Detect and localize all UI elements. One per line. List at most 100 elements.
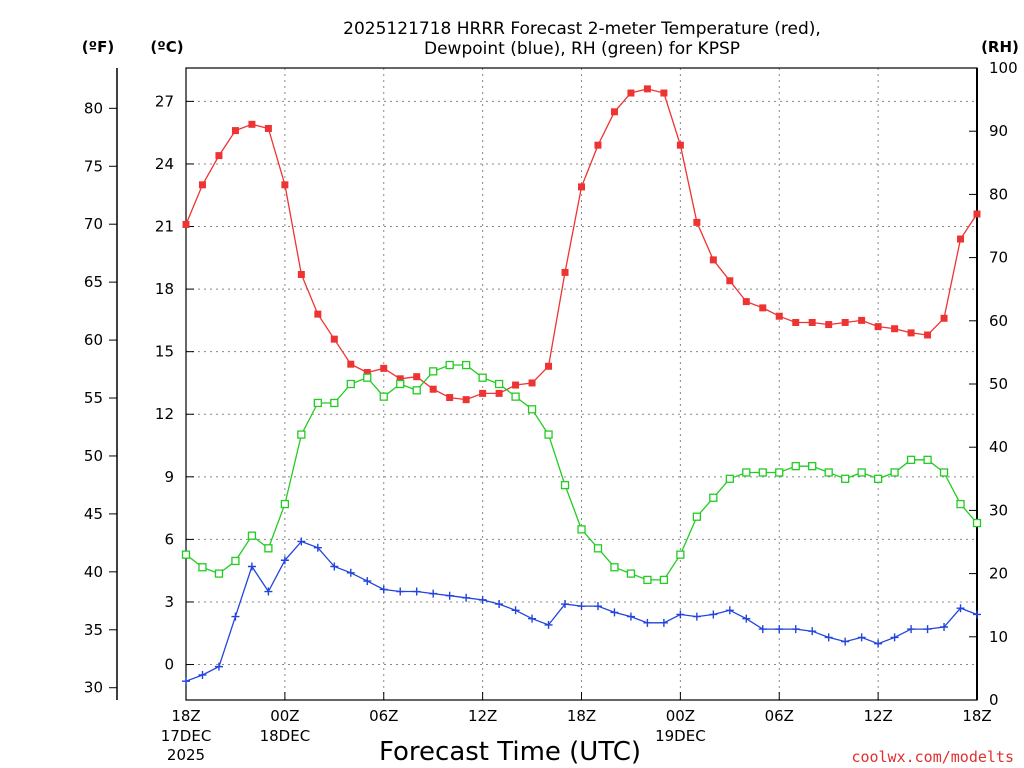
celsius-tick-label: 9 [164,468,174,486]
dewpoint-point [445,591,454,600]
rh-tick-label: 70 [989,249,1008,267]
dewpoint-point [956,604,965,613]
2-meter-temperature-point [594,141,602,149]
2-meter-temperature-point [825,321,833,329]
dewpoint-point [874,639,883,648]
2-meter-temperature-point [693,218,701,226]
celsius-tick-label: 3 [164,593,174,611]
celsius-tick-label: 21 [155,218,174,236]
rh-tick-label: 60 [989,312,1008,330]
celsius-tick-label: 15 [155,343,174,361]
fahrenheit-tick-label: 45 [84,505,103,523]
rh-tick-label: 80 [989,185,1008,203]
rh-tick-label: 30 [989,501,1008,519]
rh-tick-label: 90 [989,122,1008,140]
chart-title-line1: 2025121718 HRRR Forecast 2-meter Tempera… [343,19,821,39]
rh-point [906,455,916,464]
x-tick-date: 18DEC [260,727,311,745]
dewpoint-point [907,625,916,634]
dewpoint-point [412,587,421,596]
dewpoint-point [264,587,273,596]
2-meter-temperature-point [330,335,338,343]
data-series [181,85,982,686]
2-meter-temperature-point [446,394,454,402]
rh-point [610,563,619,572]
dewpoint-point [330,562,339,571]
rh-point [198,563,207,572]
2-meter-temperature-point [347,360,355,368]
dewpoint-point [495,600,504,609]
dewpoint-point [709,610,718,619]
2-meter-temperature-point [792,318,800,326]
celsius-tick-label: 12 [155,405,174,423]
dewpoint-point [973,610,981,619]
2-meter-temperature-point [841,318,849,326]
fahrenheit-axis-label: (ºF) [82,38,114,56]
celsius-tick-label: 24 [155,155,174,173]
x-tick-label: 18Z [962,707,991,725]
dewpoint-point [396,587,405,596]
2-meter-temperature-point [759,304,767,312]
dewpoint-point [923,625,932,634]
rh-point [873,474,883,483]
rh-point [264,544,273,553]
2-meter-temperature-point [264,124,272,132]
x-tick-label: 12Z [863,707,892,725]
celsius-tick-label: 0 [164,656,174,674]
dewpoint-point [198,670,207,679]
2-meter-temperature-point [891,325,899,333]
rh-point [659,575,669,585]
rh-point [626,569,636,578]
fahrenheit-tick-label: 70 [84,215,103,233]
rh-point [214,569,224,578]
dewpoint-point [478,595,487,604]
fahrenheit-tick-label: 60 [84,331,103,349]
rh-point [363,373,372,382]
rh-tick-label: 50 [989,375,1008,393]
2-meter-temperature-point [874,323,882,331]
2-meter-temperature-point [726,277,734,285]
2-meter-temperature-point [561,268,569,276]
fahrenheit-tick-label: 80 [84,99,103,117]
dewpoint-point [247,562,256,571]
dewpoint-point [379,585,388,594]
rh-point [857,468,866,477]
2-meter-temperature-point [940,314,948,322]
rh-tick-label: 20 [989,565,1008,583]
2-meter-temperature-point [742,298,750,306]
x-tick-label: 12Z [468,707,497,725]
rh-point [330,398,339,408]
rh-point [692,512,702,521]
rh-point [890,468,899,477]
dewpoint-point [758,625,767,634]
rh-point [297,430,306,439]
rh-point [643,575,652,585]
rh-point [841,474,850,483]
dewpoint-point [346,568,355,577]
dewpoint-point [610,608,619,617]
rh-point [593,544,603,553]
dewpoint-point [561,600,570,609]
2-meter-temperature-point [578,183,585,191]
dewpoint-point [659,618,668,627]
2-meter-temperature-point [924,331,932,339]
fahrenheit-tick-label: 30 [84,679,103,697]
dewpoint-point [940,622,949,631]
rh-point [824,468,833,477]
2-meter-temperature-point [907,329,915,337]
2-meter-temperature-point [512,381,520,389]
dewpoint-point [775,625,784,634]
fahrenheit-tick-label: 65 [84,273,103,291]
rh-point [412,386,421,395]
2-meter-temperature-point [363,369,371,377]
rh-point [544,430,553,439]
dewpoint-point [297,537,306,546]
rh-tick-label: 0 [989,691,999,709]
rh-point [923,455,932,464]
2-meter-temperature-point [627,89,635,97]
2-meter-temperature-point [660,89,668,97]
2-meter-temperature-point [215,152,223,160]
rh-point [527,405,537,414]
